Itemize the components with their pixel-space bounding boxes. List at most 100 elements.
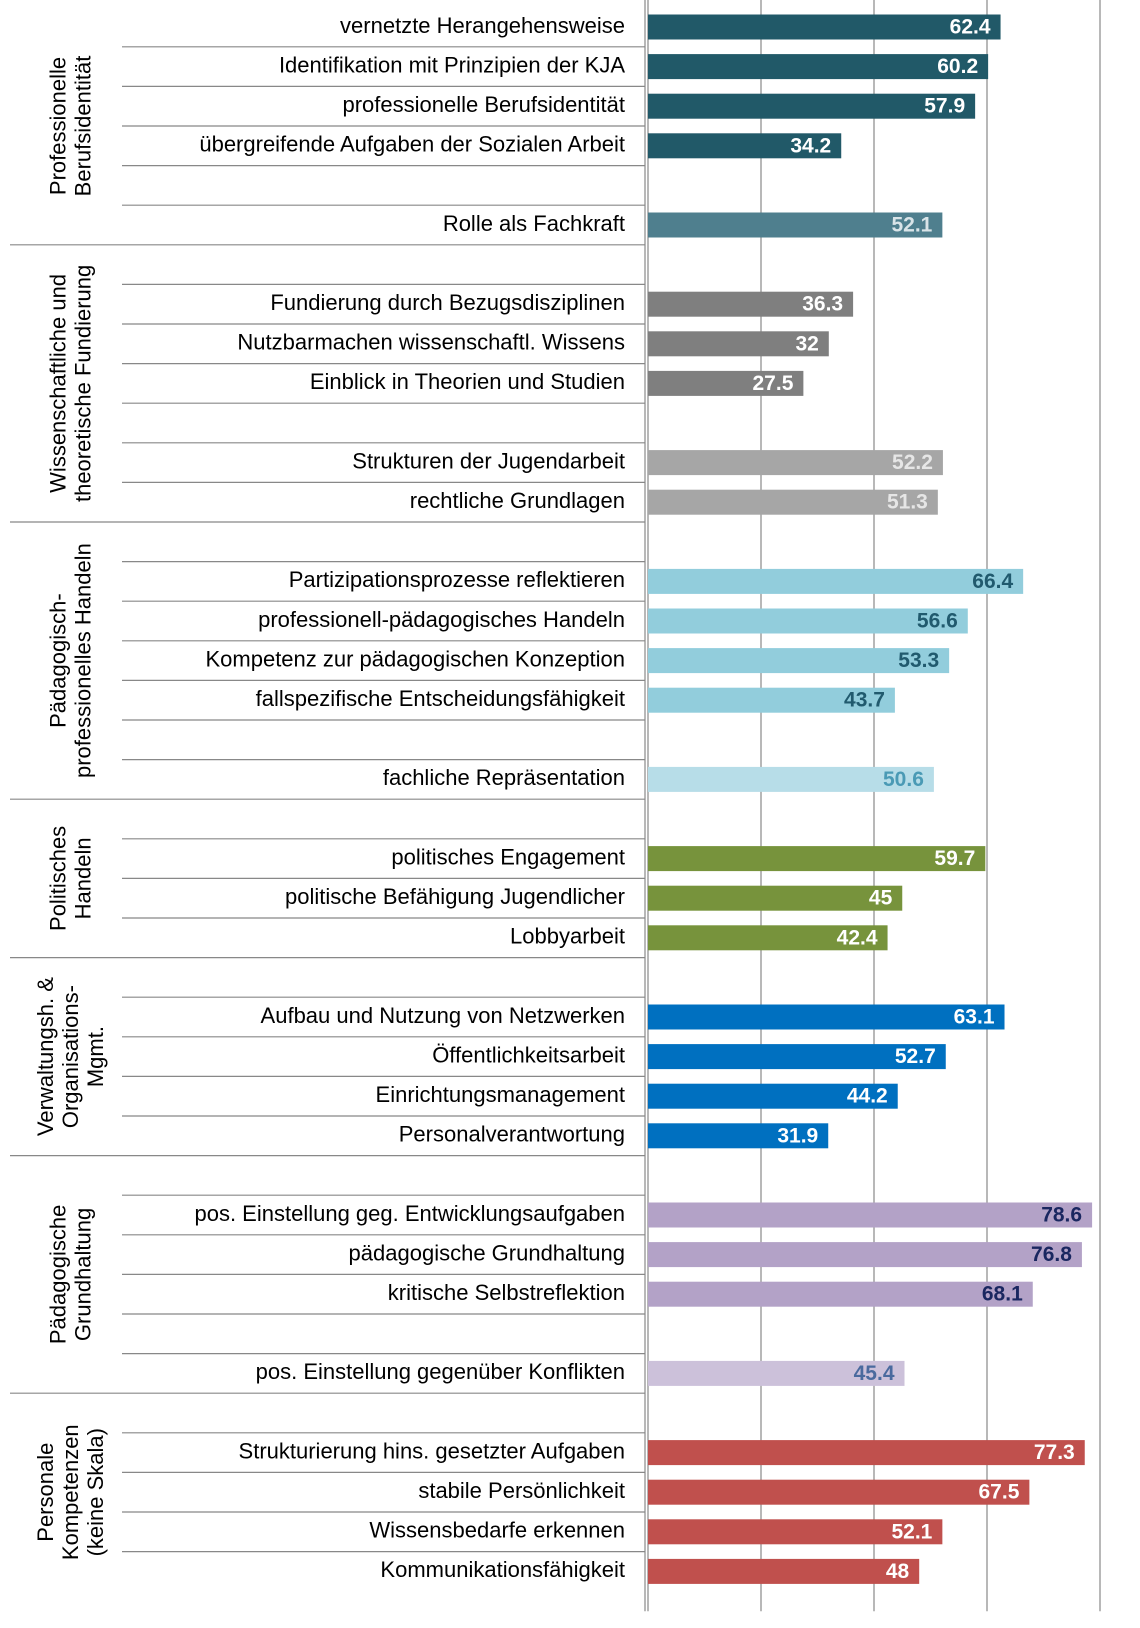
value-label: 76.8: [1031, 1243, 1072, 1266]
category-label: Rolle als Fachkraft: [443, 211, 625, 236]
group-label: Personale: [33, 1443, 58, 1542]
bar: [648, 133, 842, 159]
category-label: politische Befähigung Jugendlicher: [285, 884, 625, 909]
category-label: Aufbau und Nutzung von Netzwerken: [261, 1003, 625, 1028]
value-label: 52.1: [891, 1520, 932, 1543]
value-label: 67.5: [979, 1481, 1020, 1504]
value-label: 78.6: [1041, 1204, 1082, 1227]
bar: [648, 885, 903, 911]
bar: [648, 93, 976, 119]
value-label: 63.1: [954, 1006, 995, 1029]
bar: [648, 331, 829, 357]
value-label: 50.6: [883, 768, 924, 791]
bar: [648, 370, 804, 396]
value-label: 36.3: [802, 293, 843, 316]
bar: [648, 1479, 1030, 1505]
category-label: Nutzbarmachen wissenschaftl. Wissens: [237, 330, 625, 355]
category-label: Fundierung durch Bezugsdisziplinen: [270, 290, 625, 315]
group-label: Politisches: [45, 826, 70, 931]
value-label: 44.2: [847, 1085, 888, 1108]
category-label: Strukturierung hins. gesetzter Aufgaben: [239, 1438, 625, 1463]
value-label: 34.2: [790, 134, 831, 157]
category-label: Strukturen der Jugendarbeit: [352, 448, 625, 473]
category-label: Einrichtungsmanagement: [376, 1082, 625, 1107]
value-label: 53.3: [898, 649, 939, 672]
category-label: pos. Einstellung gegenüber Konflikten: [256, 1359, 625, 1384]
bar: [648, 1123, 829, 1149]
group-label: Handeln: [70, 837, 95, 919]
value-label: 77.3: [1034, 1441, 1075, 1464]
category-label: rechtliche Grundlagen: [410, 488, 625, 513]
category-label: professionelle Berufsidentität: [343, 92, 626, 117]
category-label: kritische Selbstreflektion: [388, 1280, 625, 1305]
bar: [648, 1004, 1005, 1030]
value-label: 48: [886, 1560, 910, 1583]
bar: [648, 1202, 1093, 1228]
group-label: Verwaltungsh. &: [33, 977, 58, 1136]
group-label: professionelles Handeln: [70, 543, 95, 778]
group-label: Wissenschaftliche und: [45, 274, 70, 493]
value-label: 60.2: [937, 55, 978, 78]
group-label: Organisations-: [58, 985, 83, 1128]
group-label: Pädagogisch-: [45, 593, 70, 728]
bar: [648, 766, 934, 792]
value-label: 43.7: [844, 689, 885, 712]
bar: [648, 1440, 1085, 1466]
category-label: Personalverantwortung: [399, 1122, 625, 1147]
bar: [648, 648, 950, 674]
value-label: 27.5: [753, 372, 794, 395]
group-label: Mgmt.: [83, 1026, 108, 1087]
value-label: 42.4: [837, 926, 878, 949]
bar: [648, 1360, 905, 1386]
value-label: 31.9: [777, 1124, 818, 1147]
bar: [648, 1242, 1082, 1268]
category-label: pos. Einstellung geg. Entwicklungsaufgab…: [194, 1201, 625, 1226]
category-label: Identifikation mit Prinzipien der KJA: [279, 52, 625, 77]
group-label: Professionelle: [45, 57, 70, 195]
bar: [648, 489, 938, 515]
bar: [648, 925, 888, 951]
bar: [648, 1519, 943, 1545]
value-label: 51.3: [887, 491, 928, 514]
bar: [648, 568, 1024, 594]
bar: [648, 14, 1001, 40]
bar: [648, 450, 943, 476]
value-label: 59.7: [934, 847, 975, 870]
category-label: Partizipationsprozesse reflektieren: [289, 567, 625, 592]
value-label: 57.9: [924, 95, 965, 118]
category-label: übergreifende Aufgaben der Sozialen Arbe…: [199, 132, 625, 157]
category-label: politisches Engagement: [391, 844, 625, 869]
category-label: fachliche Repräsentation: [383, 765, 625, 790]
bar: [648, 846, 986, 872]
value-label: 52.7: [895, 1045, 936, 1068]
bar: [648, 1083, 898, 1109]
category-label: pädagogische Grundhaltung: [349, 1240, 625, 1265]
category-label: Lobbyarbeit: [510, 924, 625, 949]
category-label: fallspezifische Entscheidungsfähigkeit: [256, 686, 625, 711]
category-label: vernetzte Herangehensweise: [340, 13, 625, 38]
value-label: 45: [869, 887, 893, 910]
bar: [648, 1044, 946, 1070]
value-label: 62.4: [950, 16, 991, 39]
category-label: stabile Persönlichkeit: [418, 1478, 625, 1503]
category-label: Kommunikationsfähigkeit: [380, 1557, 625, 1582]
category-label: Kompetenz zur pädagogischen Konzeption: [205, 646, 625, 671]
value-label: 52.1: [891, 214, 932, 237]
value-label: 45.4: [854, 1362, 895, 1385]
value-label: 56.6: [917, 610, 958, 633]
value-label: 66.4: [972, 570, 1013, 593]
group-label: Grundhaltung: [70, 1208, 95, 1341]
bar: [648, 608, 968, 634]
group-label: theoretische Fundierung: [70, 265, 95, 502]
group-label: Kompetenzen: [58, 1424, 83, 1560]
category-label: Einblick in Theorien und Studien: [310, 369, 625, 394]
value-label: 68.1: [982, 1283, 1023, 1306]
bar: [648, 291, 854, 317]
group-label: Pädagogische: [45, 1205, 70, 1344]
bar: [648, 54, 989, 80]
bar: [648, 687, 895, 713]
category-label: Öffentlichkeitsarbeit: [432, 1042, 625, 1067]
value-label: 52.2: [892, 451, 933, 474]
group-label: (keine Skala): [83, 1428, 108, 1556]
